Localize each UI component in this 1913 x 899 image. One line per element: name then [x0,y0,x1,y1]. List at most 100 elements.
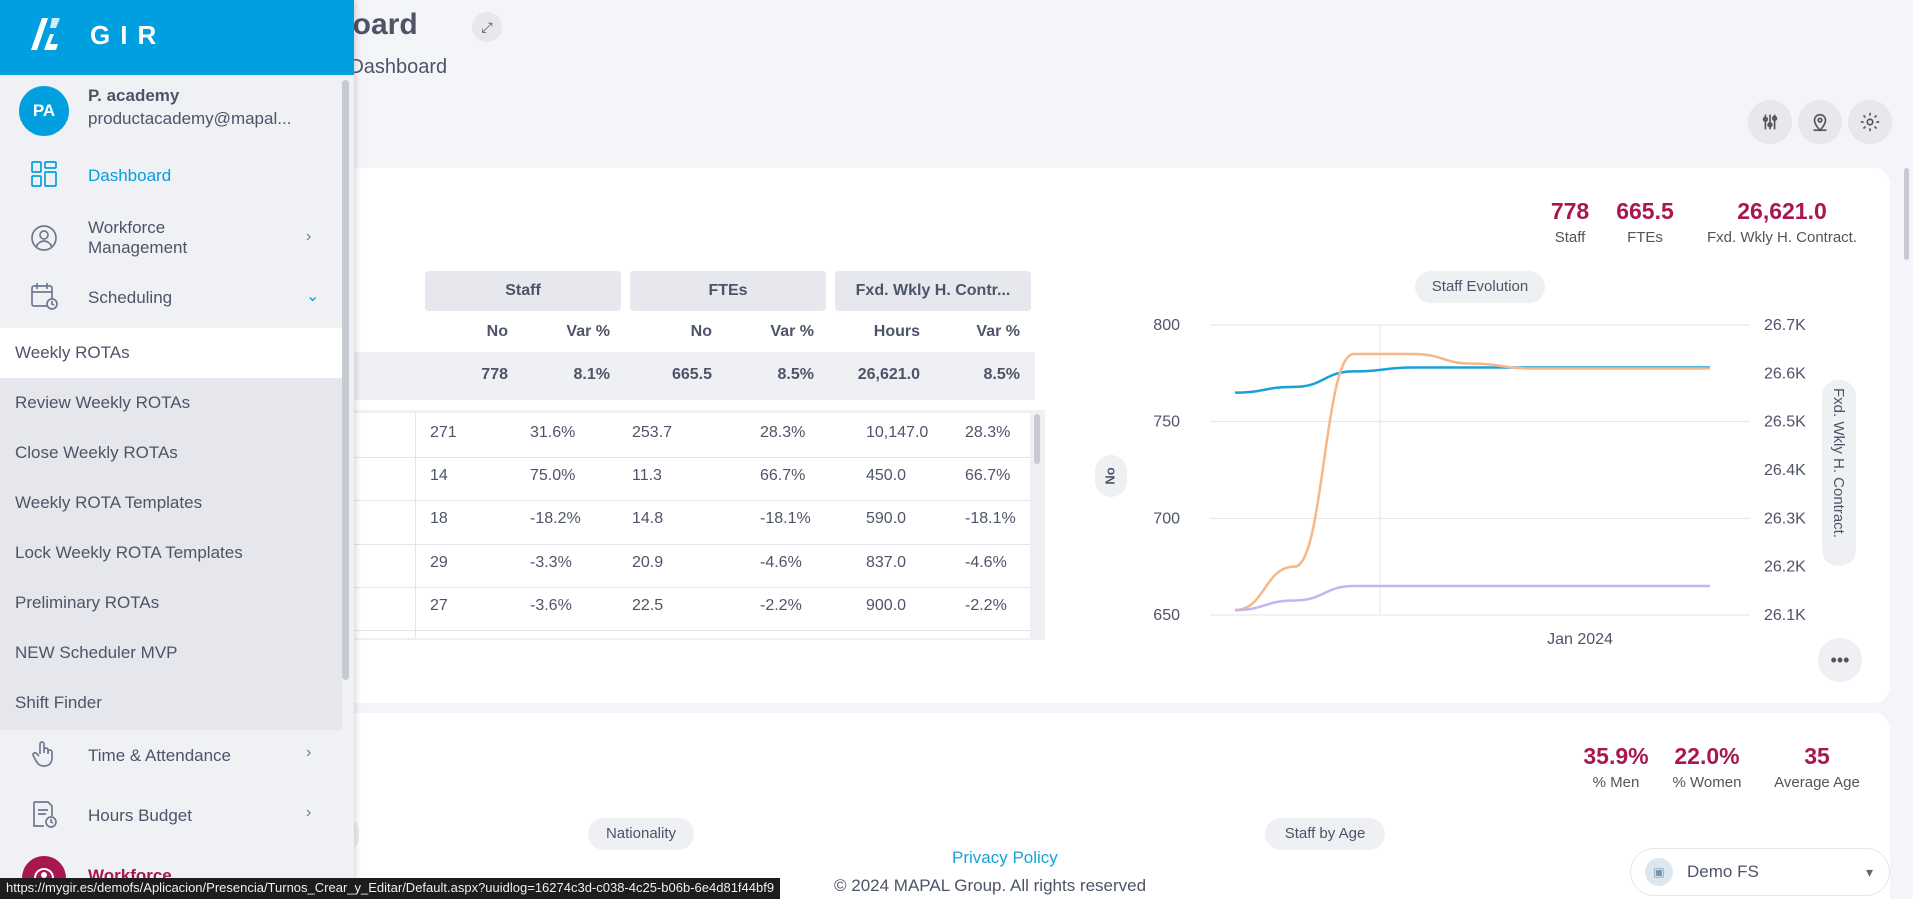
kpi-contract-hours: 26,621.0 Fxd. Wkly H. Contract. [1694,198,1870,246]
y2-tick-label: 26.1K [1764,607,1806,624]
kpi-men: 35.9% % Men [1576,743,1656,791]
submenu-item-review-weekly-rotas[interactable]: Review Weekly ROTAs [15,393,191,412]
sidebar-item-label: Workforce Management [88,218,188,257]
user-select[interactable]: ▣ Demo FS ▾ [1630,848,1890,896]
sliders-icon [1762,114,1778,130]
table-cell: 28.3% [965,424,1011,441]
subheader-hours-var: Var % [976,323,1020,340]
y-axis-label: No [1095,455,1127,497]
chevron-right-icon: › [306,744,312,761]
sidebar-item-label: Hours Budget [88,806,192,825]
total-hours-var: 8.5% [983,366,1020,383]
status-bar-url: https://mygir.es/demofs/Aplicacion/Prese… [0,878,781,899]
table-cell: 11.3 [632,467,662,484]
kpi-value: 22.0% [1674,743,1740,769]
sidebar-item-workforce-management[interactable]: Workforce Management › [0,218,340,262]
calendar-clock-icon [28,280,60,312]
table-cell: -18.1% [965,510,1016,527]
table-cell: 66.7% [760,467,806,484]
chevron-down-icon: ▾ [1865,863,1873,880]
sidebar-item-hours-budget[interactable]: Hours Budget › [0,798,340,834]
table-cell: -3.3% [530,554,572,571]
table-cell: -18.2% [530,510,581,527]
y-tick-label: 650 [1153,607,1180,624]
kpi-value: 26,621.0 [1737,198,1827,224]
subheader-ftes-no: No [690,323,712,340]
subheader-staff-var: Var % [566,323,610,340]
kpi-label: Fxd. Wkly H. Contract. [1706,229,1858,246]
subheader-staff-no: No [486,323,508,340]
table-cell: 10,147.0 [866,424,929,441]
filters-button[interactable] [1748,100,1792,144]
demographics-card [300,713,1890,899]
expand-icon: ⤢ [481,18,493,35]
hand-pointer-icon [28,738,60,770]
settings-button[interactable] [1848,100,1892,144]
subheader-ftes-var: Var % [770,323,814,340]
sidebar-item-label: Scheduling [88,288,173,307]
scheduling-submenu: Weekly ROTAs Review Weekly ROTAs Close W… [0,328,342,730]
series-line-2 [1234,584,1710,612]
submenu-item-preliminary-rotas[interactable]: Preliminary ROTAs [15,593,160,612]
user-circle-icon [28,222,60,254]
y2-tick-label: 26.2K [1764,559,1806,576]
sidebar-item-time-attendance[interactable]: Time & Attendance › [0,738,340,774]
kpi-women: 22.0% % Women [1664,743,1750,791]
kpi-ftes: 665.5 FTEs [1610,198,1680,246]
sidebar-item-dashboard[interactable]: Dashboard [0,158,340,194]
table-cell: 14.8 [632,510,664,527]
y-tick-label: 800 [1153,317,1180,334]
total-ftes-var: 8.5% [777,366,814,383]
page-scrollbar[interactable] [1904,168,1909,260]
staff-evolution-chart: 800 750 700 650 26.7K 26.6K 26.5K 26.4K 26.3K 26.… [1153,317,1806,648]
sidebar-scrollbar[interactable] [342,80,349,680]
copyright-text: © 2024 MAPAL Group. All rights reserved [834,876,1147,895]
sidebar: GIR PA P. academy productacademy@mapal..… [0,0,354,899]
submenu-item-weekly-rota-templates[interactable]: Weekly ROTA Templates [15,493,203,512]
brand-header[interactable]: GIR [0,0,354,75]
total-staff-var: 8.1% [573,366,610,383]
submenu-item-lock-weekly-rota-templates[interactable]: Lock Weekly ROTA Templates [15,543,243,562]
submenu-item-shift-finder[interactable]: Shift Finder [15,693,102,712]
table-cell: 590.0 [866,510,907,527]
location-button[interactable] [1798,100,1842,144]
x-tick-label: Jan 2024 [1547,631,1613,648]
y-tick-label: 700 [1153,510,1180,527]
table-body [300,413,1030,638]
y2-tick-label: 26.4K [1764,462,1806,479]
table-group-contract: Fxd. Wkly H. Contr... [835,271,1031,311]
table-cell: 75.0% [530,467,576,484]
chevron-right-icon: › [306,804,312,821]
gear-icon [1860,112,1880,132]
more-icon: ••• [1830,649,1850,670]
nationality-chart-title: Nationality [588,818,694,850]
kpi-label: Staff [1554,229,1586,246]
kpi-average-age: 35 Average Age [1762,743,1872,791]
table-cell: 14 [430,467,448,484]
table-cell: 18 [430,510,448,527]
y2-tick-label: 26.6K [1764,365,1806,382]
series-line-0 [1234,366,1710,394]
submenu-item-weekly-rotas[interactable]: Weekly ROTAs [0,328,342,378]
chart-more-button[interactable]: ••• [1818,638,1862,682]
profile-email: productacademy@mapal... [88,109,292,128]
y2-tick-label: 26.3K [1764,510,1806,527]
submenu-item-close-weekly-rotas[interactable]: Close Weekly ROTAs [15,443,178,462]
age-chart-title: Staff by Age [1265,818,1385,850]
table-cell: 20.9 [632,554,664,571]
avatar[interactable]: PA [19,86,69,136]
expand-button[interactable]: ⤢ [472,12,502,42]
table-cell: 271 [430,424,457,441]
total-staff-no: 778 [481,366,508,383]
y2-tick-label: 26.7K [1764,317,1806,334]
table-cell: -3.6% [530,597,572,614]
privacy-policy-link[interactable]: Privacy Policy [952,848,1058,867]
table-scrollbar[interactable] [1034,414,1040,464]
map-pin-icon [1813,113,1827,132]
table-cell: -4.6% [760,554,802,571]
submenu-item-new-scheduler-mvp[interactable]: NEW Scheduler MVP [15,643,178,662]
y-tick-label: 750 [1153,414,1180,431]
sidebar-item-scheduling[interactable]: Scheduling ⌄ [0,280,340,316]
kpi-label: % Women [1672,774,1742,791]
